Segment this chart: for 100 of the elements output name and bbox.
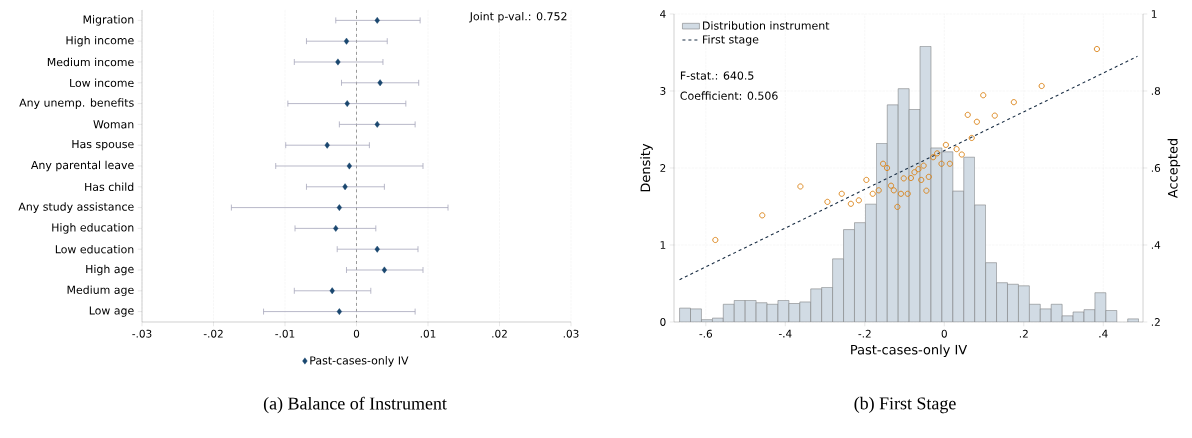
legend-label: Distribution instrument [703, 21, 830, 30]
point [381, 266, 387, 274]
point [920, 162, 927, 169]
y-tick-label: Has spouse [72, 140, 134, 151]
y-tick-label: Migration [83, 15, 134, 26]
point [880, 160, 887, 167]
y-tick-label: Has child [85, 182, 134, 192]
y-tick-label: 4 [660, 10, 666, 18]
point [838, 190, 845, 197]
x-tick-label: .4 [1099, 329, 1108, 338]
x-tick-label: .01 [420, 329, 436, 338]
point [344, 100, 350, 107]
point [333, 225, 339, 232]
point [1093, 45, 1100, 53]
point [894, 203, 901, 210]
point [875, 187, 882, 194]
y2-tick-label: .8 [1151, 87, 1161, 95]
y-tick-label: Medium age [67, 285, 134, 297]
annotation: Joint p-val.: 0.752 [469, 11, 567, 23]
point [958, 151, 965, 158]
y-axis-title: Density [640, 143, 653, 192]
x-axis-title: Past-cases-only IV [851, 344, 968, 358]
point [915, 166, 922, 173]
x-tick-label: 0 [353, 329, 360, 338]
point [342, 183, 348, 191]
y2-axis-title: Accepted [1167, 138, 1181, 199]
point [759, 212, 766, 219]
x-tick-label: 0 [941, 329, 947, 338]
point [1010, 99, 1017, 106]
text: (b) First Stage [854, 396, 956, 414]
y-tick-label: Medium income [47, 57, 134, 67]
point [900, 175, 907, 182]
y-tick-label: Any unemp. benefits [19, 98, 134, 109]
legend-label: First stage [703, 35, 759, 46]
y-tick-label: Any study assistance [18, 202, 134, 213]
x-tick-label: -.01 [275, 329, 295, 338]
point [942, 141, 949, 148]
y-tick-label: Low income [70, 78, 134, 88]
point [991, 112, 998, 119]
y2-tick-label: 1 [1151, 10, 1157, 18]
point [336, 308, 342, 315]
point [964, 111, 971, 118]
point [855, 197, 862, 204]
point [336, 204, 342, 211]
x-tick-label: -.03 [132, 329, 152, 338]
point [377, 79, 383, 87]
point [346, 162, 352, 170]
point [324, 141, 330, 149]
point [911, 169, 918, 176]
point [884, 164, 891, 172]
point [797, 183, 804, 190]
y-tick-label: High education [52, 223, 134, 234]
x-tick-label: -.2 [858, 329, 871, 338]
point [847, 200, 854, 207]
point [1038, 82, 1045, 90]
point [343, 37, 350, 45]
point [953, 146, 960, 153]
point [712, 236, 719, 244]
y-tick-label: Low education [55, 244, 134, 254]
point [887, 182, 895, 189]
point [374, 121, 380, 128]
point [973, 118, 980, 125]
point [863, 176, 870, 183]
point [925, 173, 932, 180]
y-tick-label: 3 [660, 87, 666, 95]
y-tick-label: 0 [660, 318, 666, 326]
point [934, 150, 941, 157]
point [897, 190, 905, 197]
y2-tick-label: .6 [1151, 164, 1161, 172]
x-tick-label: -.6 [699, 329, 713, 338]
point [946, 160, 953, 167]
point [907, 174, 914, 182]
y-tick-label: High age [86, 264, 134, 276]
point [938, 160, 945, 167]
x-tick-label: -.4 [778, 329, 792, 338]
point [374, 17, 380, 24]
x-tick-label: .02 [492, 329, 507, 338]
annotation: F-stat.: 640.5 [680, 71, 754, 80]
point [824, 198, 831, 205]
text: (a) Balance of Instrument [263, 396, 447, 414]
annotation: Coefficient: 0.506 [680, 91, 778, 100]
point [890, 187, 897, 194]
point [968, 134, 975, 141]
point [930, 154, 937, 161]
y-tick-label: Any parental leave [31, 160, 134, 172]
x-tick-label: .2 [1019, 329, 1028, 338]
y2-tick-label: .4 [1151, 241, 1161, 249]
y-tick-label: Low age [89, 306, 134, 317]
legend-label: Past-cases-only IV [310, 356, 409, 367]
point [374, 245, 380, 253]
y-tick-label: 2 [660, 164, 666, 172]
point [329, 287, 335, 295]
y-tick-label: 1 [660, 241, 666, 249]
y-tick-label: High income [66, 35, 134, 47]
y-tick-label: Woman [93, 120, 134, 129]
point [918, 176, 925, 183]
x-tick-label: .03 [563, 329, 579, 338]
x-tick-label: -.02 [203, 329, 223, 338]
point [904, 190, 911, 197]
point [980, 92, 987, 99]
